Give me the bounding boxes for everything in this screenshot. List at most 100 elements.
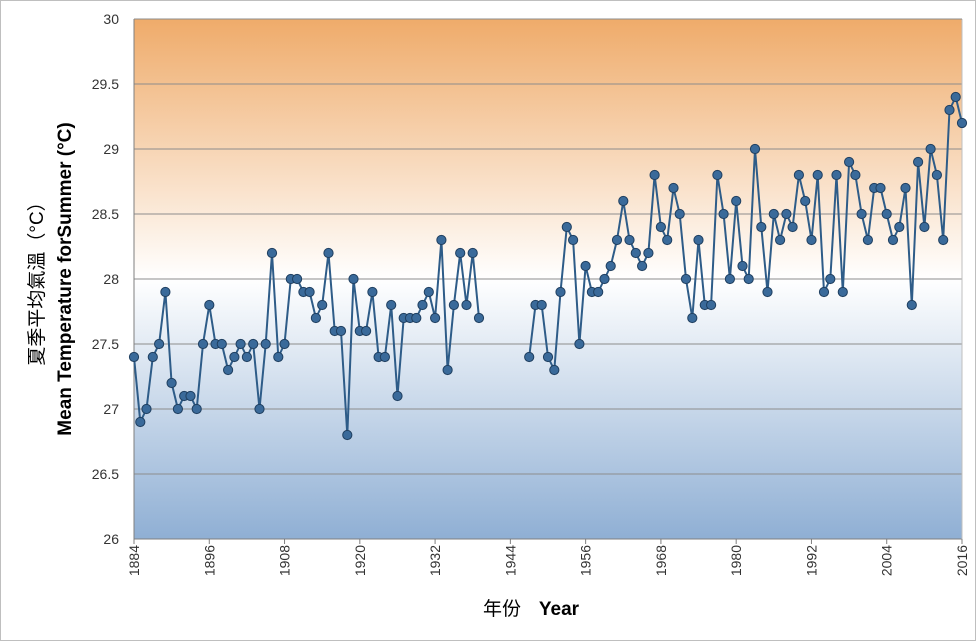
data-point	[844, 156, 855, 168]
data-point	[637, 260, 648, 272]
series-mean-temperature	[128, 91, 968, 441]
data-point	[392, 390, 403, 402]
x-tick-labels: 1884 1896 1908 1920 1932 1944 1956 1968 1980 1992…	[126, 545, 970, 576]
data-point	[135, 416, 146, 428]
data-point	[448, 299, 459, 311]
data-point	[900, 182, 911, 194]
data-point	[524, 351, 535, 363]
x-tick-label: 1956	[578, 545, 594, 576]
data-point	[580, 260, 591, 272]
data-point	[894, 221, 905, 233]
data-point	[662, 234, 673, 246]
data-point	[787, 221, 798, 233]
data-point	[887, 234, 899, 246]
data-point	[436, 234, 447, 246]
x-tick-label: 1932	[427, 545, 443, 576]
data-point	[831, 169, 842, 181]
data-point	[655, 221, 667, 233]
data-point	[185, 390, 196, 402]
data-point	[775, 234, 786, 246]
data-point	[756, 221, 767, 233]
data-point	[599, 273, 610, 285]
data-point	[781, 208, 792, 220]
data-point	[304, 286, 315, 298]
x-axis-title-en: Year	[539, 599, 580, 620]
data-point	[574, 338, 585, 350]
data-point	[856, 208, 867, 220]
data-point	[292, 273, 303, 285]
data-point	[737, 260, 748, 272]
data-point	[944, 104, 955, 116]
x-tick-label: 1896	[201, 545, 217, 576]
data-point	[191, 403, 202, 415]
data-point	[611, 234, 623, 246]
data-point	[693, 234, 704, 246]
data-point	[160, 286, 171, 298]
data-point	[147, 351, 158, 363]
data-point	[724, 273, 736, 285]
data-point	[461, 299, 472, 311]
data-point	[950, 91, 961, 103]
y-tick-label: 30	[103, 11, 119, 27]
data-point	[197, 338, 209, 350]
x-tick-label: 1920	[352, 545, 368, 576]
data-point	[430, 312, 441, 324]
x-tick-label: 1968	[653, 545, 669, 576]
data-point	[825, 273, 836, 285]
data-point	[361, 325, 372, 337]
data-point	[473, 312, 485, 324]
data-point	[204, 299, 215, 311]
y-tick-label: 28	[103, 271, 119, 287]
y-tick-label: 26	[103, 531, 119, 547]
x-tick-label: 1908	[277, 545, 293, 576]
data-point	[555, 286, 566, 298]
data-point	[712, 169, 723, 181]
data-point	[956, 117, 968, 129]
data-point	[762, 286, 773, 298]
data-point	[542, 351, 554, 363]
data-point	[812, 169, 823, 181]
data-point	[229, 351, 240, 363]
data-point	[649, 169, 660, 181]
data-point	[417, 299, 428, 311]
data-point	[806, 234, 817, 246]
y-tick-label: 27	[103, 401, 119, 417]
data-point	[411, 312, 422, 324]
data-point	[881, 208, 892, 220]
data-point	[674, 208, 685, 220]
data-point	[706, 299, 717, 311]
data-point	[680, 273, 692, 285]
data-point	[605, 260, 616, 272]
x-tick-label: 1980	[728, 545, 744, 576]
series-line	[528, 96, 963, 371]
x-tick-label: 2004	[879, 545, 895, 576]
data-point	[687, 312, 698, 324]
data-point	[536, 299, 547, 311]
data-point	[593, 286, 604, 298]
data-point	[154, 338, 165, 350]
data-point	[342, 429, 353, 441]
data-point	[925, 143, 936, 155]
data-point	[248, 338, 259, 350]
data-point	[266, 247, 278, 259]
gridlines	[134, 18, 962, 540]
data-point	[442, 364, 453, 376]
y-tick-label: 29.5	[92, 76, 119, 92]
data-point	[906, 299, 917, 311]
data-point	[348, 273, 359, 285]
data-point	[618, 195, 629, 207]
y-tick-label: 29	[103, 141, 119, 157]
data-point	[919, 221, 930, 233]
data-point	[743, 273, 754, 285]
data-point	[323, 247, 334, 259]
x-tick-label: 2016	[954, 545, 970, 576]
data-point	[938, 234, 949, 246]
data-point	[793, 169, 805, 181]
data-point	[568, 234, 579, 246]
data-point	[172, 403, 183, 415]
data-point	[624, 234, 635, 246]
y-axis-title-zh: 夏季平均氣溫（°C）	[26, 192, 48, 365]
data-point	[643, 247, 654, 259]
data-point	[630, 247, 641, 259]
